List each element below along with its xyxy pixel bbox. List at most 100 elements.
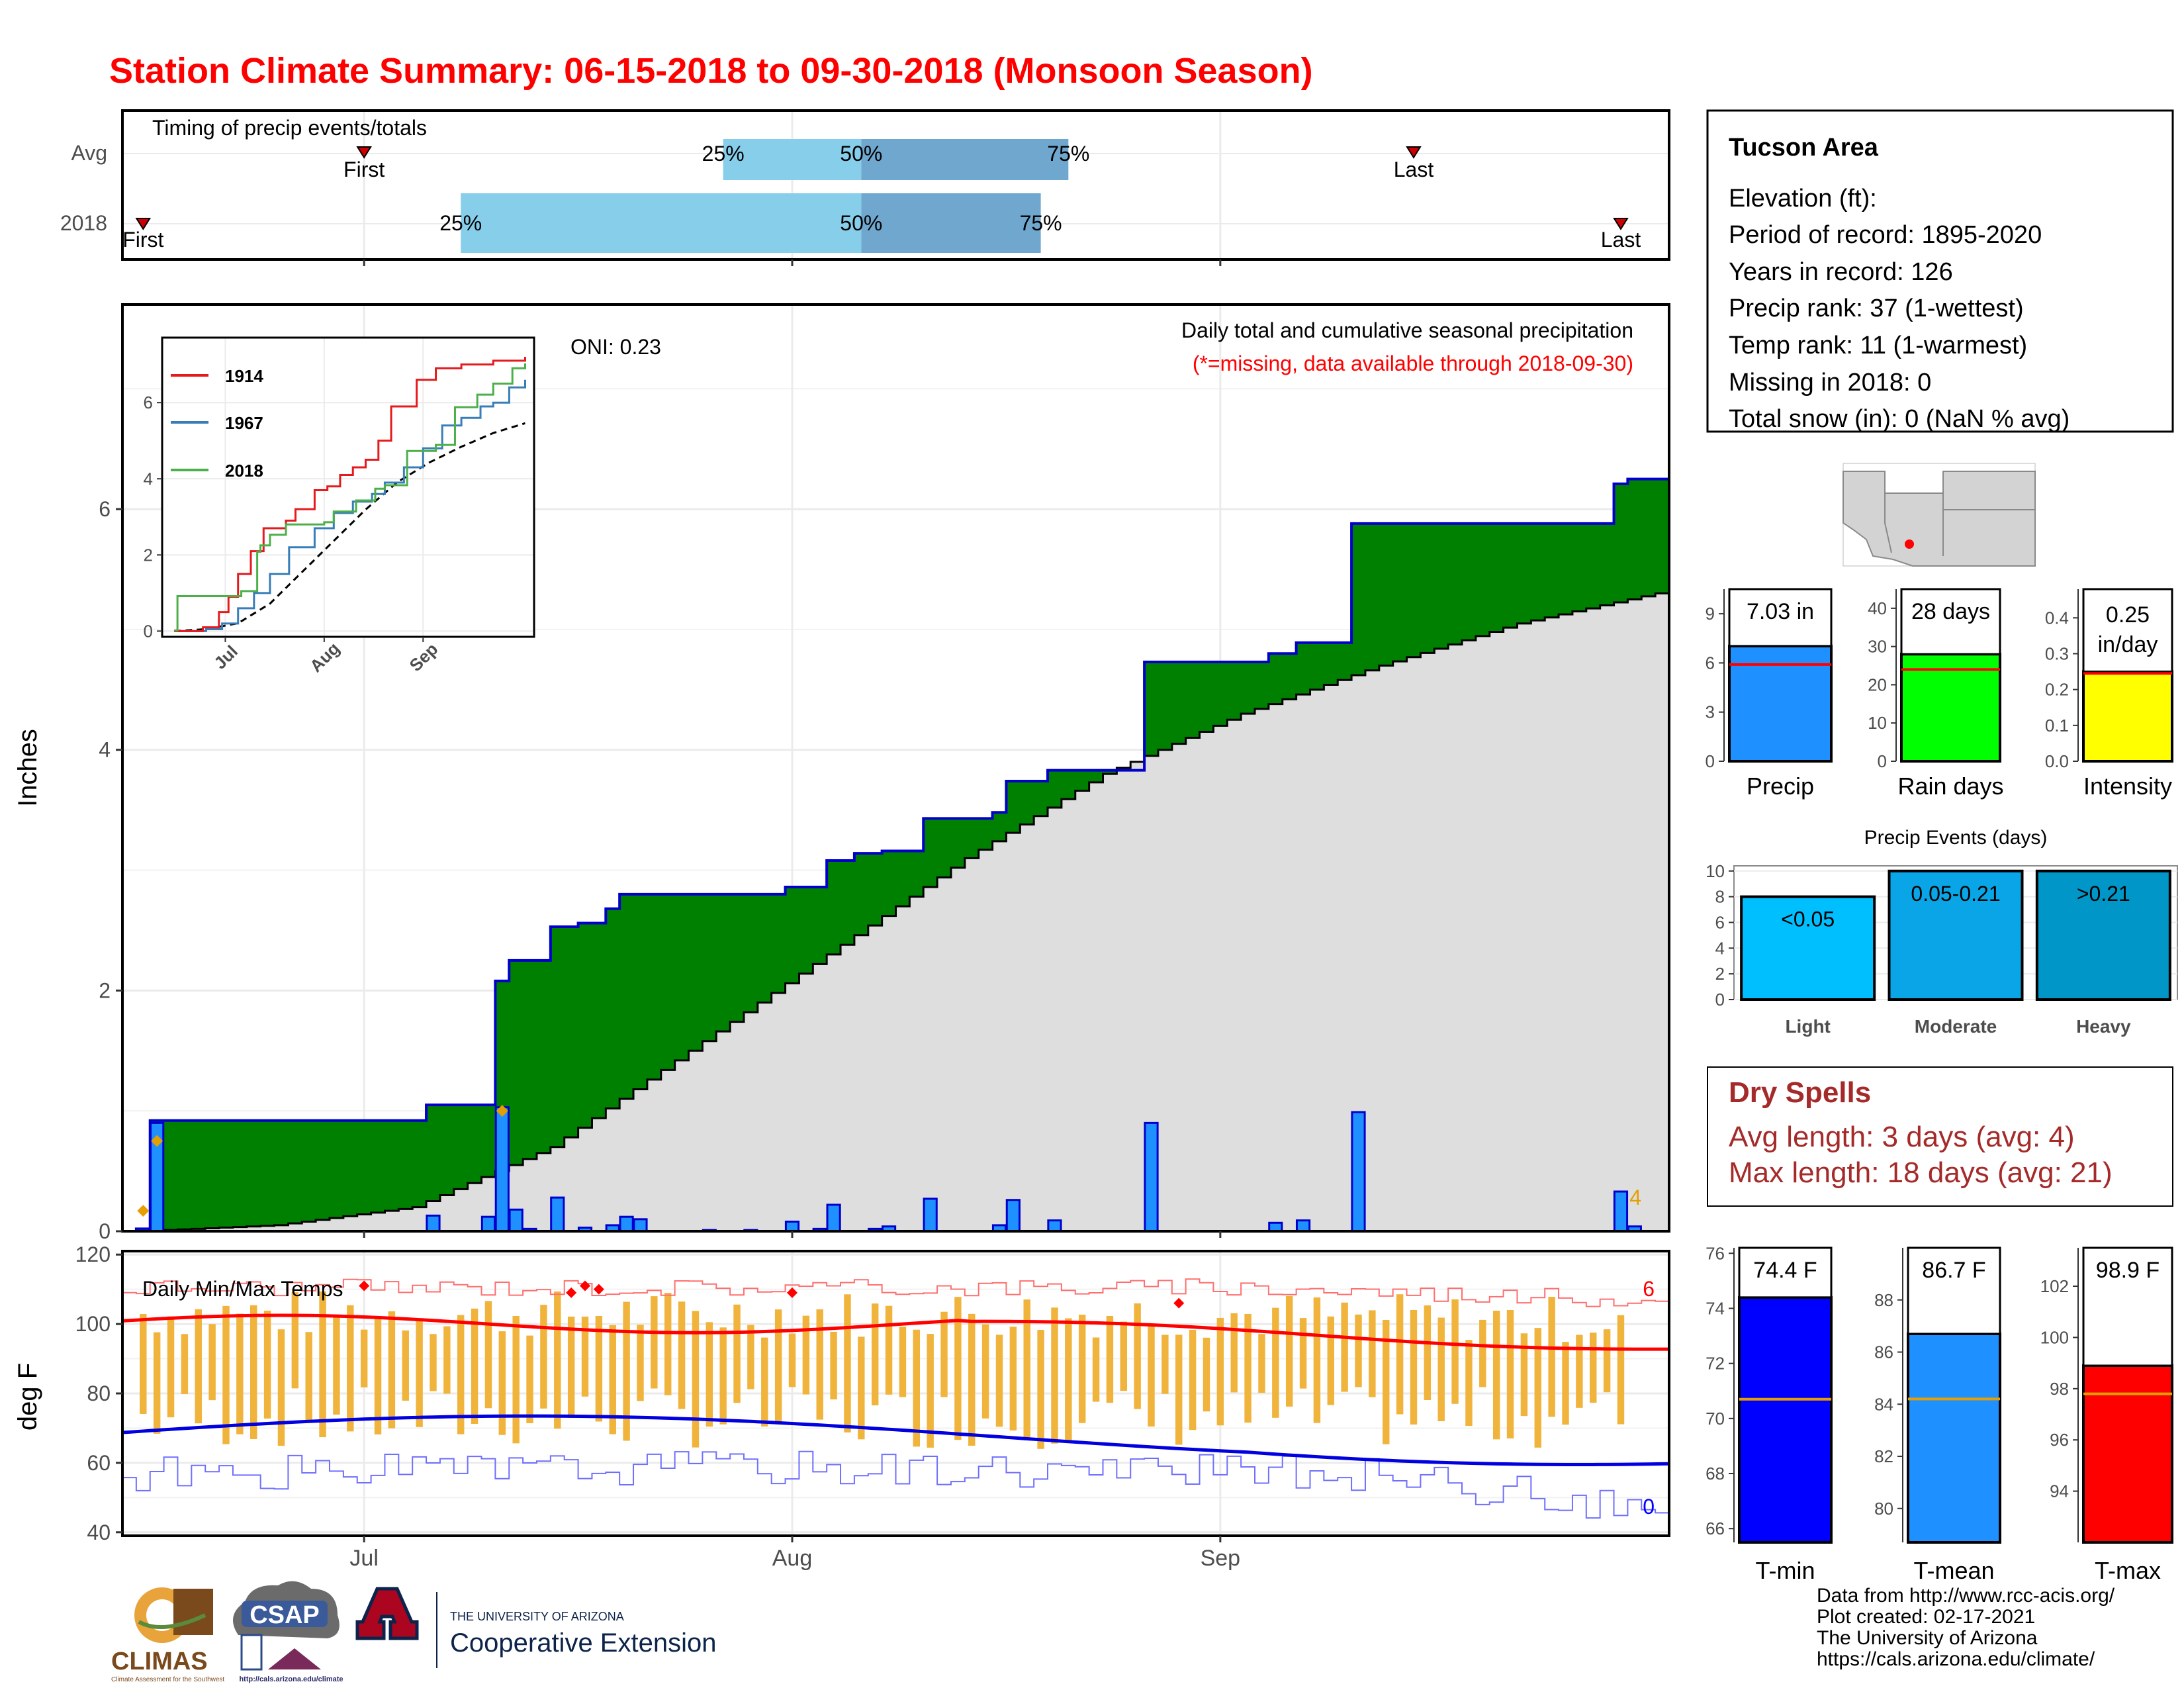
temp-range-bar <box>692 1311 700 1448</box>
temp-range-bar <box>1383 1320 1390 1444</box>
intensity-value-unit: in/day <box>2098 632 2158 657</box>
precip-events-tick-label: 6 <box>1715 912 1725 932</box>
temp-range-bar <box>540 1305 547 1409</box>
intensity-tick-label: 0.3 <box>2045 644 2069 664</box>
tmean-bar <box>1907 1332 2001 1544</box>
record-precip-markers <box>137 1105 508 1217</box>
precip-tick-label: 3 <box>1706 702 1715 722</box>
temp-range-bar <box>651 1296 658 1389</box>
temp-x-tick-label: Sep <box>1201 1546 1241 1571</box>
temp-range-bar <box>1617 1315 1625 1425</box>
temp-range-bar <box>664 1293 672 1395</box>
station-location-dot <box>1905 539 1914 549</box>
temp-range-bar <box>747 1325 754 1389</box>
temp-range-bar <box>678 1301 686 1409</box>
climas-logo-text: CLIMAS <box>111 1648 208 1675</box>
temp-range-bar <box>567 1316 575 1419</box>
inset-grid <box>162 338 534 637</box>
temp-range-bar <box>1341 1302 1348 1392</box>
precip-events-tick-label: 2 <box>1715 964 1725 984</box>
precip-events-title: Precip Events (days) <box>1864 827 2048 849</box>
temp-range-bar <box>1465 1340 1473 1427</box>
temp-range-bar <box>1078 1315 1086 1423</box>
tmin-tick-label: 68 <box>1706 1464 1725 1483</box>
record-precip-diamond <box>137 1205 150 1217</box>
tmean-tick-label: 82 <box>1874 1446 1893 1466</box>
credits: Data from http://www.rcc-acis.org/ Plot … <box>1817 1585 2115 1670</box>
station-elevation: Elevation (ft): <box>1729 185 1877 212</box>
timing-quartile-label: 75% <box>1020 211 1062 235</box>
temp-range-bar <box>968 1313 976 1446</box>
temp-range-bar <box>1603 1329 1611 1393</box>
temp-range-bar <box>1410 1309 1418 1425</box>
chart-title: Station Climate Summary: 06-15-2018 to 0… <box>109 51 1313 91</box>
tmean-tick-label: 80 <box>1874 1499 1893 1519</box>
temp-range-bar <box>858 1336 865 1440</box>
inset-legend-2018: 2018 <box>225 461 263 481</box>
temp-range-bar <box>830 1331 837 1400</box>
timing-row-label-2018: 2018 <box>60 211 107 235</box>
temp-range-bar <box>1065 1318 1072 1442</box>
temp-range-bar <box>208 1324 216 1401</box>
inset-legend: 1914 1967 2018 <box>171 366 263 481</box>
tmax-tick-label: 102 <box>2040 1276 2069 1296</box>
temp-range-bar <box>1189 1329 1197 1430</box>
temp-range-bar <box>416 1321 423 1427</box>
precip-panel-subtitle: (*=missing, data available through 2018-… <box>1193 352 1633 375</box>
temp-range-bar <box>1037 1330 1044 1449</box>
precip-bar <box>881 1225 897 1231</box>
record-high-diamond <box>787 1287 798 1298</box>
average-cumulative-line <box>136 592 1669 1231</box>
tmean-label-box <box>1907 1246 2001 1335</box>
intensity-tick-label: 0.0 <box>2045 751 2069 771</box>
temp-range-bar <box>333 1317 340 1415</box>
ua-logo: THE UNIVERSITY OF ARIZONA Cooperative Ex… <box>355 1587 716 1668</box>
precip-tick-label: 9 <box>1706 604 1715 624</box>
precip-bar <box>1144 1121 1159 1231</box>
precip-tick-label: 6 <box>1706 653 1715 673</box>
temp-range-bar <box>1120 1321 1128 1391</box>
temp-range-bar <box>319 1291 326 1438</box>
precip-events-tick-label: 0 <box>1715 990 1725 1009</box>
timing-first-marker <box>135 218 152 230</box>
inset-x-tick-label: Jul <box>210 641 242 673</box>
average-cumulative-area <box>136 593 1669 1231</box>
temp-range-bar <box>263 1310 271 1419</box>
temp-range-bar <box>816 1309 823 1420</box>
dry-spells-avg: Avg length: 3 days (avg: 4) <box>1729 1121 2075 1153</box>
precip-events-bar-value: <0.05 <box>1781 908 1835 931</box>
climas-logo-subtext: Climate Assessment for the Southwest <box>111 1676 224 1683</box>
precip-bar <box>1351 1111 1366 1231</box>
temp-range-bar <box>719 1327 727 1425</box>
temp-range-bar <box>1148 1325 1155 1427</box>
temp-range-bar <box>995 1335 1003 1427</box>
precip-events-bar-value: 0.05-0.21 <box>1911 882 2000 906</box>
station-snow: Total snow (in): 0 (NaN % avg) <box>1729 405 2070 433</box>
temp-range-bar <box>1590 1333 1597 1403</box>
temp-range-bar <box>1355 1314 1362 1387</box>
dry-spells-max: Max length: 18 days (avg: 21) <box>1729 1156 2113 1189</box>
rain_days-tick-label: 0 <box>1878 751 1887 771</box>
temp-range-bar <box>1244 1313 1251 1423</box>
precip-bar <box>508 1208 523 1231</box>
tmax-tick-label: 100 <box>2040 1327 2069 1347</box>
record-high-line <box>122 1278 1669 1309</box>
record-high-diamond <box>1173 1297 1185 1309</box>
record-high-diamond <box>566 1287 577 1298</box>
temp-range-bar <box>388 1311 396 1429</box>
temp-range-bar <box>1506 1310 1514 1438</box>
temp-range-bar <box>609 1325 616 1434</box>
precip-panel: 0 2 4 6 Inches ONI: 0.23 Daily total and cu… <box>13 303 1670 1243</box>
precip-events-bar <box>2035 869 2171 1002</box>
temp-range-bar <box>277 1329 285 1446</box>
intensity-tick-label: 0.2 <box>2045 680 2069 700</box>
credits-line-2: Plot created: 02-17-2021 <box>1817 1606 2035 1628</box>
temp-range-bar <box>1051 1307 1058 1444</box>
timing-bar-q25-q50 <box>461 193 862 253</box>
precip-tick-label: 0 <box>1706 751 1715 771</box>
tmax-bar <box>2082 1364 2173 1544</box>
precip-bar <box>1005 1199 1021 1231</box>
timing-first-marker <box>356 146 372 159</box>
timing-bar-q50-q75 <box>861 139 1069 180</box>
